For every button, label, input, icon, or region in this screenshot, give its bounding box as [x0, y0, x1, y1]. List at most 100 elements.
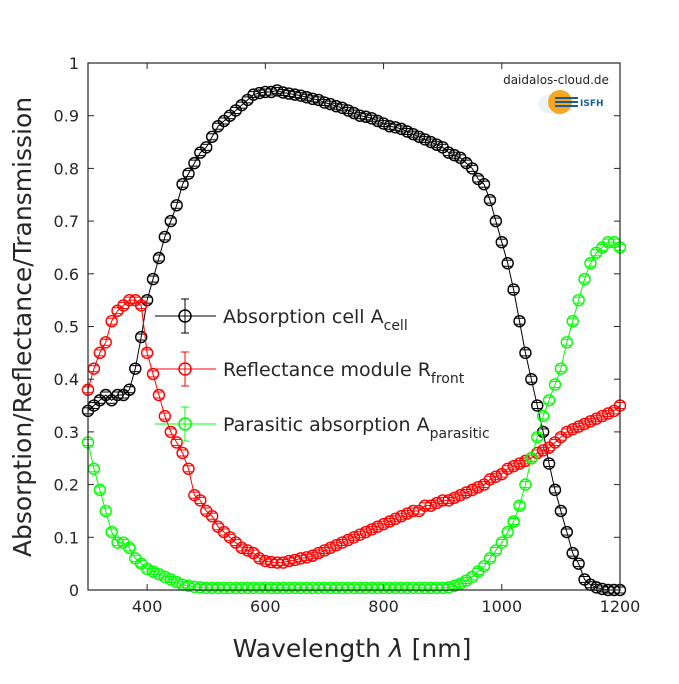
data-point: [140, 346, 154, 360]
data-point: [383, 120, 396, 133]
data-point: [519, 478, 532, 491]
data-point: [259, 554, 272, 568]
data-point: [247, 88, 260, 101]
series-line: [87, 89, 620, 591]
data-point: [377, 581, 390, 595]
data-point: [318, 581, 331, 595]
data-point: [596, 582, 609, 596]
data-point: [584, 257, 597, 270]
x-axis-title: Wavelength λ [nm]: [233, 634, 472, 663]
legend: Absorption cell Acell Reflectance module…: [155, 298, 490, 442]
data-point: [548, 483, 562, 497]
data-point: [164, 425, 177, 439]
data-point: [259, 85, 272, 99]
data-point: [531, 399, 544, 412]
data-point: [170, 199, 183, 212]
watermark-logo: daidalos-cloud.de ISFH: [503, 73, 609, 114]
x-tick-label: 800: [368, 597, 399, 616]
data-point: [188, 580, 201, 594]
legend-entry-parasitic-absorption: Parasitic absorption Aparasitic: [155, 406, 490, 442]
data-point: [270, 556, 284, 569]
data-point: [560, 336, 573, 349]
data-point: [205, 581, 219, 595]
data-point: [306, 92, 319, 106]
data-point: [300, 581, 313, 595]
data-point: [99, 504, 112, 518]
data-point: [554, 504, 568, 518]
data-point: [347, 581, 361, 595]
series-2: [81, 235, 627, 595]
data-point: [270, 84, 284, 97]
data-point: [507, 515, 520, 528]
y-tick-label: 0.8: [54, 159, 79, 178]
data-point: [282, 581, 296, 595]
data-point: [146, 272, 160, 286]
data-point: [294, 89, 307, 102]
data-point: [265, 555, 278, 569]
legend-label-absorption-cell: Absorption cell Acell: [223, 306, 408, 334]
y-tick-label: 0.1: [54, 528, 79, 547]
y-axis-title: Absorption/Reflectance/Transmission: [8, 97, 37, 557]
data-point: [519, 346, 532, 360]
legend-label-reflectance-module: Reflectance module Rfront: [223, 359, 465, 387]
data-point: [466, 162, 479, 175]
data-point: [572, 557, 585, 570]
data-point: [194, 494, 207, 507]
data-point: [182, 462, 195, 475]
data-point: [601, 235, 615, 249]
data-point: [448, 579, 461, 592]
data-point: [211, 581, 225, 595]
data-point: [129, 362, 142, 375]
data-point: [341, 581, 355, 595]
data-point: [406, 581, 420, 595]
data-point: [436, 581, 449, 595]
data-point: [566, 546, 579, 560]
data-point: [93, 483, 107, 497]
data-point: [424, 581, 438, 595]
data-point: [217, 581, 231, 595]
data-point: [265, 85, 278, 99]
y-tick-label: 0.6: [54, 265, 79, 284]
data-point: [152, 251, 166, 265]
data-point: [288, 88, 302, 101]
data-point: [111, 536, 124, 549]
data-point: [353, 581, 367, 595]
data-point: [146, 367, 160, 381]
legend-entry-reflectance-module: Reflectance module Rfront: [155, 351, 465, 387]
data-point: [483, 552, 497, 565]
data-point: [312, 581, 325, 595]
data-point: [111, 388, 124, 402]
data-point: [93, 346, 107, 360]
data-point: [495, 235, 508, 249]
data-point: [247, 581, 260, 595]
data-point: [164, 214, 177, 228]
data-point: [501, 257, 514, 270]
x-tick-label: 600: [250, 597, 281, 616]
data-point: [99, 336, 112, 349]
data-point: [483, 193, 497, 207]
data-point: [572, 293, 585, 307]
y-tick-label: 1: [69, 54, 79, 73]
data-point: [531, 430, 544, 444]
data-point: [395, 581, 408, 595]
data-point: [578, 272, 591, 286]
data-point: [259, 581, 272, 595]
legend-entry-absorption-cell: Absorption cell Acell: [155, 298, 408, 334]
data-point: [294, 552, 307, 565]
data-point: [389, 121, 402, 134]
legend-marker-parasitic-absorption: [178, 417, 192, 431]
data-point: [401, 581, 414, 595]
data-point: [300, 551, 313, 564]
data-point: [176, 178, 189, 191]
legend-marker-reflectance-module: [178, 362, 192, 376]
data-point: [223, 581, 237, 595]
data-point: [536, 409, 550, 423]
data-point: [560, 525, 573, 539]
data-point: [235, 581, 248, 595]
data-point: [590, 581, 603, 594]
data-point: [359, 110, 373, 123]
data-point: [548, 378, 562, 391]
data-point: [105, 525, 118, 539]
data-point: [566, 315, 579, 328]
